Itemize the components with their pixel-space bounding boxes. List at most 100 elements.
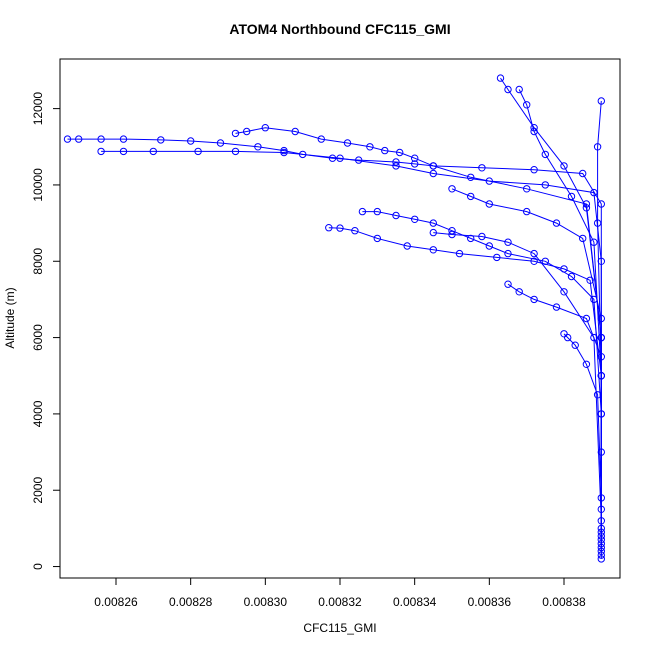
data-point — [429, 228, 437, 237]
data-point — [448, 230, 456, 239]
x-tick-label: 0.00832 — [318, 595, 362, 609]
data-point — [504, 249, 512, 258]
data-point — [485, 200, 493, 208]
series-line — [328, 227, 602, 536]
profile-series — [496, 74, 605, 555]
data-point — [560, 288, 568, 296]
data-point — [496, 74, 505, 82]
data-point — [523, 207, 531, 216]
x-axis-title: CFC115_GMI — [303, 621, 376, 635]
data-point — [411, 215, 419, 224]
data-point — [593, 391, 602, 399]
data-point — [396, 148, 404, 157]
profile-series — [325, 224, 605, 540]
data-point — [317, 135, 325, 143]
data-point — [351, 227, 359, 235]
data-point — [567, 272, 576, 281]
data-point — [149, 147, 158, 156]
data-point — [530, 124, 538, 132]
data-point — [478, 164, 486, 172]
profile-series — [504, 280, 605, 536]
profile-series — [63, 135, 605, 552]
data-point — [597, 532, 605, 540]
data-point — [448, 227, 456, 235]
data-point — [429, 219, 437, 227]
y-tick-label: 6000 — [31, 324, 45, 351]
data-point — [343, 139, 352, 147]
data-point — [373, 207, 381, 216]
data-point — [597, 97, 605, 105]
data-point — [593, 143, 602, 151]
data-point — [485, 242, 493, 250]
data-point — [119, 147, 128, 156]
data-point — [579, 169, 587, 178]
y-tick-label: 10000 — [31, 168, 45, 202]
data-point — [231, 129, 240, 138]
data-point — [455, 249, 464, 258]
data-point — [467, 173, 475, 182]
data-point — [411, 160, 419, 168]
data-point — [567, 192, 576, 201]
data-point — [597, 494, 605, 502]
x-tick-label: 0.00834 — [393, 595, 437, 609]
data-point — [504, 238, 512, 246]
data-point — [392, 162, 400, 170]
series-line — [362, 211, 602, 544]
data-point — [541, 150, 549, 159]
data-point — [504, 85, 512, 94]
profile-series — [97, 147, 605, 544]
data-point — [582, 314, 591, 323]
data-point — [571, 341, 579, 349]
series-layer — [63, 74, 605, 563]
data-point — [291, 127, 299, 136]
data-point — [597, 528, 605, 536]
x-tick-label: 0.00828 — [169, 595, 213, 609]
data-point — [493, 253, 501, 262]
profile-series — [515, 85, 605, 559]
data-point — [530, 257, 538, 265]
data-point — [429, 162, 437, 170]
data-point — [530, 295, 538, 304]
data-point — [560, 265, 568, 273]
data-point — [478, 232, 486, 241]
data-point — [467, 234, 475, 243]
x-axis: 0.00826 0.00828 0.00830 0.00832 0.00834 0.008… — [94, 578, 586, 609]
chart-title: ATOM4 Northbound CFC115_GMI — [229, 21, 450, 37]
profile-series — [358, 207, 605, 548]
data-point — [552, 303, 561, 311]
data-point — [582, 360, 591, 368]
data-point — [231, 147, 240, 156]
data-point — [157, 136, 165, 144]
data-point — [586, 276, 594, 284]
data-point — [530, 166, 538, 174]
data-point — [597, 555, 605, 563]
data-point — [97, 147, 105, 156]
data-point — [373, 234, 381, 243]
data-point — [411, 154, 419, 162]
data-point — [564, 333, 572, 342]
series-line — [500, 77, 602, 552]
y-tick-label: 8000 — [31, 248, 45, 275]
data-point — [597, 505, 605, 513]
data-point — [336, 224, 344, 232]
data-point — [261, 124, 269, 132]
data-point — [280, 146, 288, 155]
data-point — [366, 143, 374, 151]
data-point — [593, 219, 602, 227]
data-point — [467, 192, 475, 201]
data-point — [504, 280, 512, 288]
data-point — [485, 177, 493, 185]
data-point — [429, 169, 437, 178]
data-point — [523, 101, 531, 109]
data-point — [75, 135, 83, 143]
data-point — [194, 147, 202, 156]
data-point — [97, 135, 105, 143]
data-point — [254, 143, 262, 151]
y-tick-label: 2000 — [31, 477, 45, 504]
series-line — [67, 138, 602, 548]
series-line — [451, 188, 602, 510]
x-tick-label: 0.00830 — [244, 595, 288, 609]
data-point — [280, 148, 288, 157]
